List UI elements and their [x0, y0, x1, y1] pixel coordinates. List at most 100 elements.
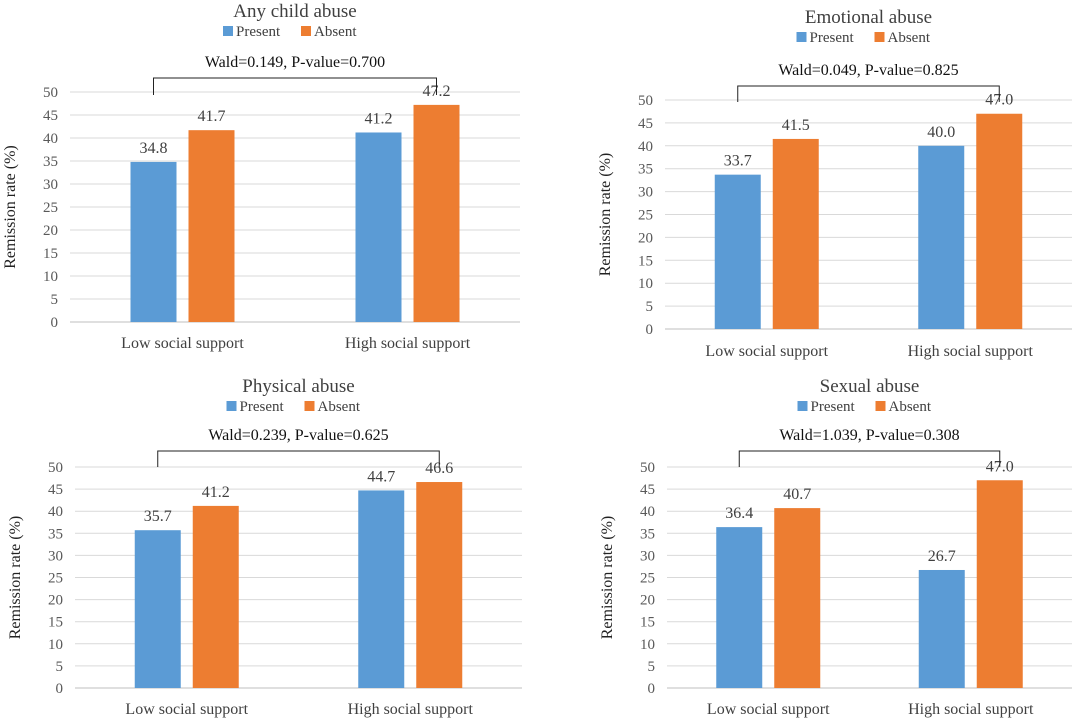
y-tick-label: 0: [56, 681, 64, 697]
y-tick-label: 35: [638, 162, 653, 178]
bar-absent-high: [976, 480, 1023, 688]
y-tick-label: 45: [640, 482, 655, 498]
chart-panel-emotional-abuse: Emotional abuse Present Absent 0 5 10 15 20 25 30…: [542, 0, 1084, 360]
bar-absent-low: [774, 508, 821, 688]
y-axis-label: Remission rate (%): [597, 153, 614, 277]
y-tick-label: 30: [638, 185, 653, 201]
legend-label-absent: Absent: [889, 399, 932, 415]
legend: Present Absent: [796, 30, 931, 46]
wald-annotation: Wald=0.239, P-value=0.625: [208, 427, 388, 444]
data-label: 33.7: [724, 153, 752, 170]
y-tick-label: 50: [48, 460, 63, 476]
y-tick-label: 30: [640, 548, 655, 564]
y-tick-label: 15: [48, 615, 63, 631]
bar-absent-low: [188, 130, 235, 322]
bar-absent-low: [772, 138, 819, 329]
y-tick-label: 45: [43, 108, 58, 124]
y-tick-label: 35: [48, 526, 63, 542]
x-category-label: Low social support: [125, 701, 248, 718]
y-tick-label: 10: [48, 637, 63, 653]
chart-svg: Any child abuse Present Absent 0 5 10 15 20 25 30…: [2, 1, 520, 352]
chart-panel-sexual-abuse: Sexual abuse Present Absent 0 5 10 15 20 25 30 35 4…: [542, 360, 1084, 720]
y-tick-label: 10: [638, 276, 653, 292]
y-tick-label: 10: [640, 637, 655, 653]
significance-bracket: [737, 85, 1000, 102]
wald-annotation: Wald=0.149, P-value=0.700: [205, 54, 385, 71]
chart-panel-any-child-abuse: Any child abuse Present Absent 0 5 10 15 20 25 30…: [0, 0, 542, 360]
y-tick-label: 35: [43, 154, 58, 170]
legend-swatch-absent: [875, 401, 886, 411]
y-tick-label: 5: [56, 659, 64, 675]
y-tick-label: 40: [640, 504, 655, 520]
bar-absent-high: [416, 482, 463, 688]
data-label: 46.6: [425, 460, 453, 477]
legend-swatch-present: [797, 401, 808, 411]
y-tick-label: 5: [648, 659, 656, 675]
bar-absent-low: [192, 505, 239, 688]
data-label: 41.2: [365, 110, 393, 127]
y-tick-label: 20: [638, 230, 653, 246]
bar-present-low: [714, 174, 761, 329]
y-tick-label: 25: [43, 200, 58, 216]
data-label: 36.4: [725, 505, 753, 522]
data-label: 34.8: [140, 140, 168, 157]
y-tick-label: 30: [48, 548, 63, 564]
legend-swatch-absent: [301, 26, 311, 36]
y-tick-label: 50: [43, 85, 58, 101]
data-label: 40.0: [927, 124, 955, 141]
legend-swatch-absent: [874, 32, 885, 42]
y-tick-label: 50: [640, 460, 655, 476]
bar-present-high: [918, 569, 965, 688]
y-tick-label: 5: [51, 292, 59, 308]
legend-label-present: Present: [236, 24, 281, 40]
y-tick-label: 50: [638, 93, 653, 109]
y-tick-label: 20: [48, 593, 63, 609]
y-tick-label: 30: [43, 177, 58, 193]
y-tick-label: 25: [638, 208, 653, 224]
y-tick-label: 10: [43, 269, 58, 285]
legend-label-present: Present: [240, 399, 285, 415]
legend: Present Absent: [223, 24, 357, 40]
wald-annotation: Wald=0.049, P-value=0.825: [778, 62, 958, 79]
y-tick-label: 15: [640, 615, 655, 631]
x-category-label: High social support: [348, 701, 474, 718]
significance-bracket: [157, 450, 440, 467]
y-tick-label: 25: [640, 571, 655, 587]
y-tick-label: 25: [48, 571, 63, 587]
data-label: 26.7: [928, 548, 956, 565]
legend-swatch-present: [226, 401, 237, 411]
data-label: 41.2: [202, 484, 230, 501]
y-tick-label: 0: [648, 681, 656, 697]
legend: Present Absent: [797, 399, 932, 415]
x-category-label: Low social support: [121, 335, 244, 352]
x-category-label: High social support: [908, 343, 1034, 360]
y-tick-label: 45: [638, 116, 653, 132]
y-tick-label: 0: [51, 315, 59, 331]
data-label: 41.5: [782, 117, 810, 134]
y-tick-label: 15: [43, 246, 58, 262]
bar-present-high: [918, 145, 965, 329]
y-axis-label: Remission rate (%): [7, 516, 24, 640]
bar-absent-high: [413, 104, 460, 322]
chart-panel-physical-abuse: Physical abuse Present Absent 0 5 10 15 20 25 30 3…: [0, 360, 542, 720]
bar-present-low: [716, 527, 763, 688]
y-tick-label: 35: [640, 526, 655, 542]
bar-absent-high: [976, 113, 1023, 330]
data-label: 44.7: [367, 468, 395, 485]
y-tick-label: 15: [638, 253, 653, 269]
bar-present-high: [355, 132, 402, 322]
x-category-label: High social support: [345, 335, 471, 352]
chart-svg: Emotional abuse Present Absent 0 5 10 15 20 25 30…: [597, 7, 1072, 360]
legend: Present Absent: [226, 399, 361, 415]
y-tick-label: 45: [48, 482, 63, 498]
data-label: 41.7: [198, 108, 226, 125]
x-category-label: Low social support: [707, 701, 830, 718]
y-tick-label: 20: [640, 593, 655, 609]
y-tick-label: 0: [646, 322, 654, 338]
x-category-label: Low social support: [705, 343, 828, 360]
bar-present-high: [358, 490, 405, 688]
y-tick-label: 20: [43, 223, 58, 239]
y-tick-label: 40: [43, 131, 58, 147]
chart-svg: Physical abuse Present Absent 0 5 10 15 20 25 30 3…: [7, 376, 522, 718]
bar-present-low: [134, 530, 181, 688]
